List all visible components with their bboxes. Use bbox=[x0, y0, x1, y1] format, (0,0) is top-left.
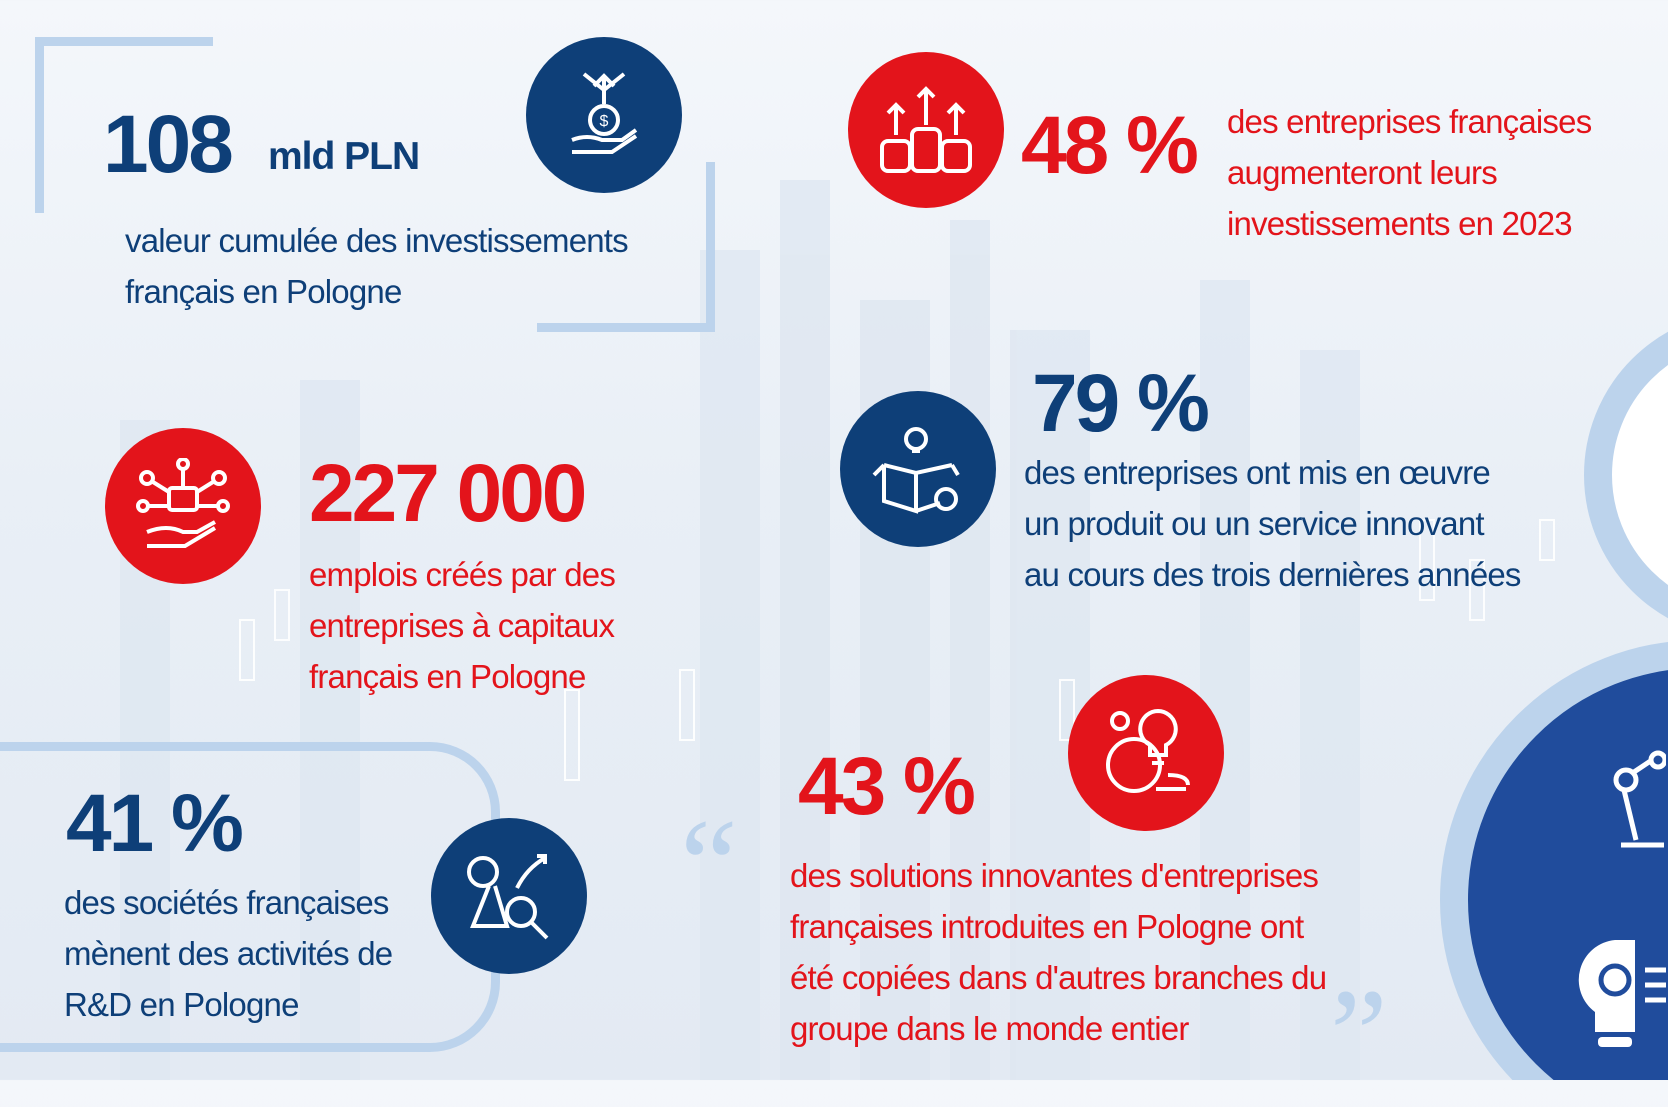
investment-hand-icon: $ bbox=[526, 37, 682, 193]
desc-line: été copiées dans d'autres branches du bbox=[790, 959, 1327, 996]
desc-line: emplois créés par des bbox=[309, 556, 616, 593]
innovation-box-icon bbox=[840, 391, 996, 547]
decor-ring bbox=[1584, 331, 1668, 619]
background-skyline-chart bbox=[120, 180, 1360, 1080]
research-icon bbox=[431, 818, 587, 974]
desc-line: groupe dans le monde entier bbox=[790, 1010, 1189, 1047]
stat-desc-investment: valeur cumulée des investissements frança… bbox=[125, 215, 629, 317]
stat-desc-investment-growth: des entreprises françaises augmenteront l… bbox=[1227, 96, 1592, 249]
stat-desc-copied-solutions: des solutions innovantes d'entreprises fr… bbox=[790, 850, 1327, 1054]
stat-desc-innovation: des entreprises ont mis en œuvre un produ… bbox=[1024, 447, 1521, 600]
desc-line: au cours des trois dernières années bbox=[1024, 556, 1521, 593]
desc-line: des entreprises françaises bbox=[1227, 103, 1592, 140]
stat-unit-investment: mld PLN bbox=[268, 135, 420, 178]
desc-line: valeur cumulée des investissements bbox=[125, 222, 629, 259]
lightbulb-gear-icon bbox=[1578, 940, 1666, 1047]
robot-arm-icon bbox=[1613, 750, 1666, 848]
close-quote-mark: ” bbox=[1330, 963, 1388, 1107]
open-quote-mark: “ bbox=[680, 793, 738, 937]
desc-line: R&D en Pologne bbox=[64, 986, 299, 1023]
desc-line: français en Pologne bbox=[125, 273, 402, 310]
frame-corner-bottom bbox=[537, 323, 715, 332]
stat-value-jobs: 227 000 bbox=[309, 448, 587, 539]
stat-desc-rnd: des sociétés françaises mènent des activi… bbox=[64, 877, 393, 1030]
global-idea-icon bbox=[1068, 675, 1224, 831]
desc-line: des sociétés françaises bbox=[64, 884, 389, 921]
coins-growth-icon bbox=[848, 52, 1004, 208]
svg-text:$: $ bbox=[600, 113, 609, 130]
desc-line: des solutions innovantes d'entreprises bbox=[790, 857, 1319, 894]
stat-value-copied-solutions: 43 % bbox=[798, 741, 976, 832]
frame-corner-top bbox=[35, 37, 213, 46]
desc-line: investissements en 2023 bbox=[1227, 205, 1573, 242]
frame-corner-left bbox=[35, 37, 44, 213]
stat-desc-jobs: emplois créés par des entreprises à capit… bbox=[309, 549, 616, 702]
stat-value-innovation: 79 % bbox=[1032, 358, 1210, 449]
stat-value-rnd: 41 % bbox=[66, 778, 244, 869]
stat-value-investment: 108 bbox=[103, 99, 234, 190]
desc-line: entreprises à capitaux bbox=[309, 607, 615, 644]
jobs-network-icon bbox=[105, 428, 261, 584]
desc-line: un produit ou un service innovant bbox=[1024, 505, 1485, 542]
stat-value-investment-growth: 48 % bbox=[1021, 100, 1199, 191]
desc-line: augmenteront leurs bbox=[1227, 154, 1498, 191]
frame-corner-right bbox=[706, 162, 715, 332]
desc-line: français en Pologne bbox=[309, 658, 586, 695]
desc-line: des entreprises ont mis en œuvre bbox=[1024, 454, 1491, 491]
desc-line: mènent des activités de bbox=[64, 935, 393, 972]
desc-line: françaises introduites en Pologne ont bbox=[790, 908, 1304, 945]
